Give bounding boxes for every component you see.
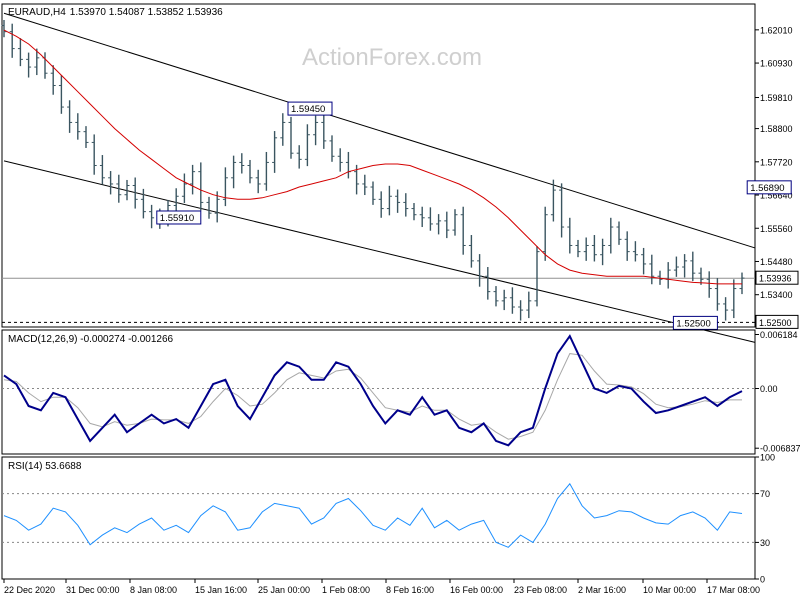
- rsi-tick-label: 30: [760, 538, 770, 548]
- time-axis: 22 Dec 2020 31 Dec 00:00 8 Jan 08:00 15 Jan…: [3, 579, 760, 595]
- time-tick-label: 25 Jan 00:00: [258, 585, 310, 595]
- symbol-text: EURAUD,H4: [8, 7, 66, 18]
- time-tick-label: 23 Feb 08:00: [514, 585, 567, 595]
- watermark: ActionForex.com: [302, 44, 482, 71]
- current-price-tag: [755, 270, 799, 285]
- price-annotation-box: [287, 101, 333, 116]
- support-tag: [755, 314, 799, 329]
- price-tick-label: 1.54480: [760, 257, 793, 267]
- price-annotation-label: 1.52500: [676, 318, 710, 329]
- price-annotation-label: 1.55910: [160, 213, 194, 224]
- time-tick-label: 1 Feb 08:00: [322, 585, 370, 595]
- price-y-axis: 1.62010 1.60930 1.59810 1.58800 1.57720 1.566…: [2, 25, 799, 329]
- rsi-y-axis: 100 70 30 0: [2, 453, 775, 585]
- channel-lines: [3, 12, 756, 343]
- symbol-label: EURAUD,H4 1.53970 1.54087 1.53852 1.53936: [8, 7, 223, 18]
- time-tick-label: 8 Feb 16:00: [386, 585, 434, 595]
- rsi-line: [3, 482, 743, 548]
- macd-panel-frame: [1, 329, 756, 455]
- time-tick-label: 22 Dec 2020: [4, 585, 55, 595]
- moving-average-line: [3, 29, 742, 285]
- rsi-tick-label: 70: [760, 489, 770, 499]
- time-tick-label: 15 Jan 16:00: [195, 585, 247, 595]
- macd-y-axis: 0.006184 0.00 -0.006837: [2, 330, 800, 454]
- price-tick-label: 1.57720: [760, 157, 793, 167]
- price-tick-label: 1.56640: [760, 191, 793, 201]
- price-annotation-label: 1.59450: [291, 104, 325, 115]
- price-panel-frame: [1, 3, 756, 328]
- rsi-title: RSI(14) 53.6688: [8, 461, 82, 472]
- price-tick-label: 1.55560: [760, 224, 793, 234]
- macd-tick-label: -0.006837: [760, 444, 800, 454]
- channel-line: [3, 12, 756, 249]
- ohlc-text: 1.53970 1.54087 1.53852 1.53936: [70, 7, 223, 18]
- rsi-tick-label: 100: [760, 453, 775, 463]
- price-annotation-label: 1.56890: [750, 183, 784, 194]
- macd-tick-label: 0.00: [760, 384, 778, 394]
- macd-panel: MACD(12,26,9) -0.000274 -0.001266 0.0061…: [1, 329, 800, 455]
- time-tick-label: 31 Dec 00:00: [66, 585, 120, 595]
- current-price-label: 1.53936: [759, 274, 792, 284]
- time-tick-label: 2 Mar 16:00: [578, 585, 626, 595]
- price-annotation-box: [672, 315, 718, 330]
- price-annotation-box: [156, 210, 202, 225]
- channel-line: [3, 160, 756, 343]
- rsi-panel-frame: [1, 456, 756, 580]
- price-tick-label: 1.60930: [760, 59, 793, 69]
- price-tick-label: 1.62010: [760, 25, 793, 35]
- rsi-tick-label: 0: [760, 575, 765, 585]
- time-tick-label: 17 Mar 08:00: [707, 585, 760, 595]
- rsi-panel: RSI(14) 53.6688 100 70 30 0: [1, 453, 775, 585]
- price-tick-label: 1.53400: [760, 290, 793, 300]
- macd-tick-label: 0.006184: [760, 330, 798, 340]
- time-tick-label: 10 Mar 00:00: [643, 585, 696, 595]
- price-bars: [1, 19, 745, 321]
- price-panel: ActionForex.com 1.620101.609301.598101.5…: [1, 3, 799, 343]
- support-label: 1.52500: [759, 318, 792, 328]
- time-tick-label: 16 Feb 00:00: [450, 585, 503, 595]
- time-tick-label: 8 Jan 08:00: [130, 585, 177, 595]
- price-tick-label: 1.59810: [760, 93, 793, 103]
- macd-main-line: [3, 334, 743, 447]
- price-tick-label: 1.58800: [760, 124, 793, 134]
- price-annotation-box: [746, 180, 792, 195]
- price-annotations: 1.59450 1.55910 1.56890 1.52500: [156, 101, 792, 330]
- macd-title: MACD(12,26,9) -0.000274 -0.001266: [8, 334, 174, 345]
